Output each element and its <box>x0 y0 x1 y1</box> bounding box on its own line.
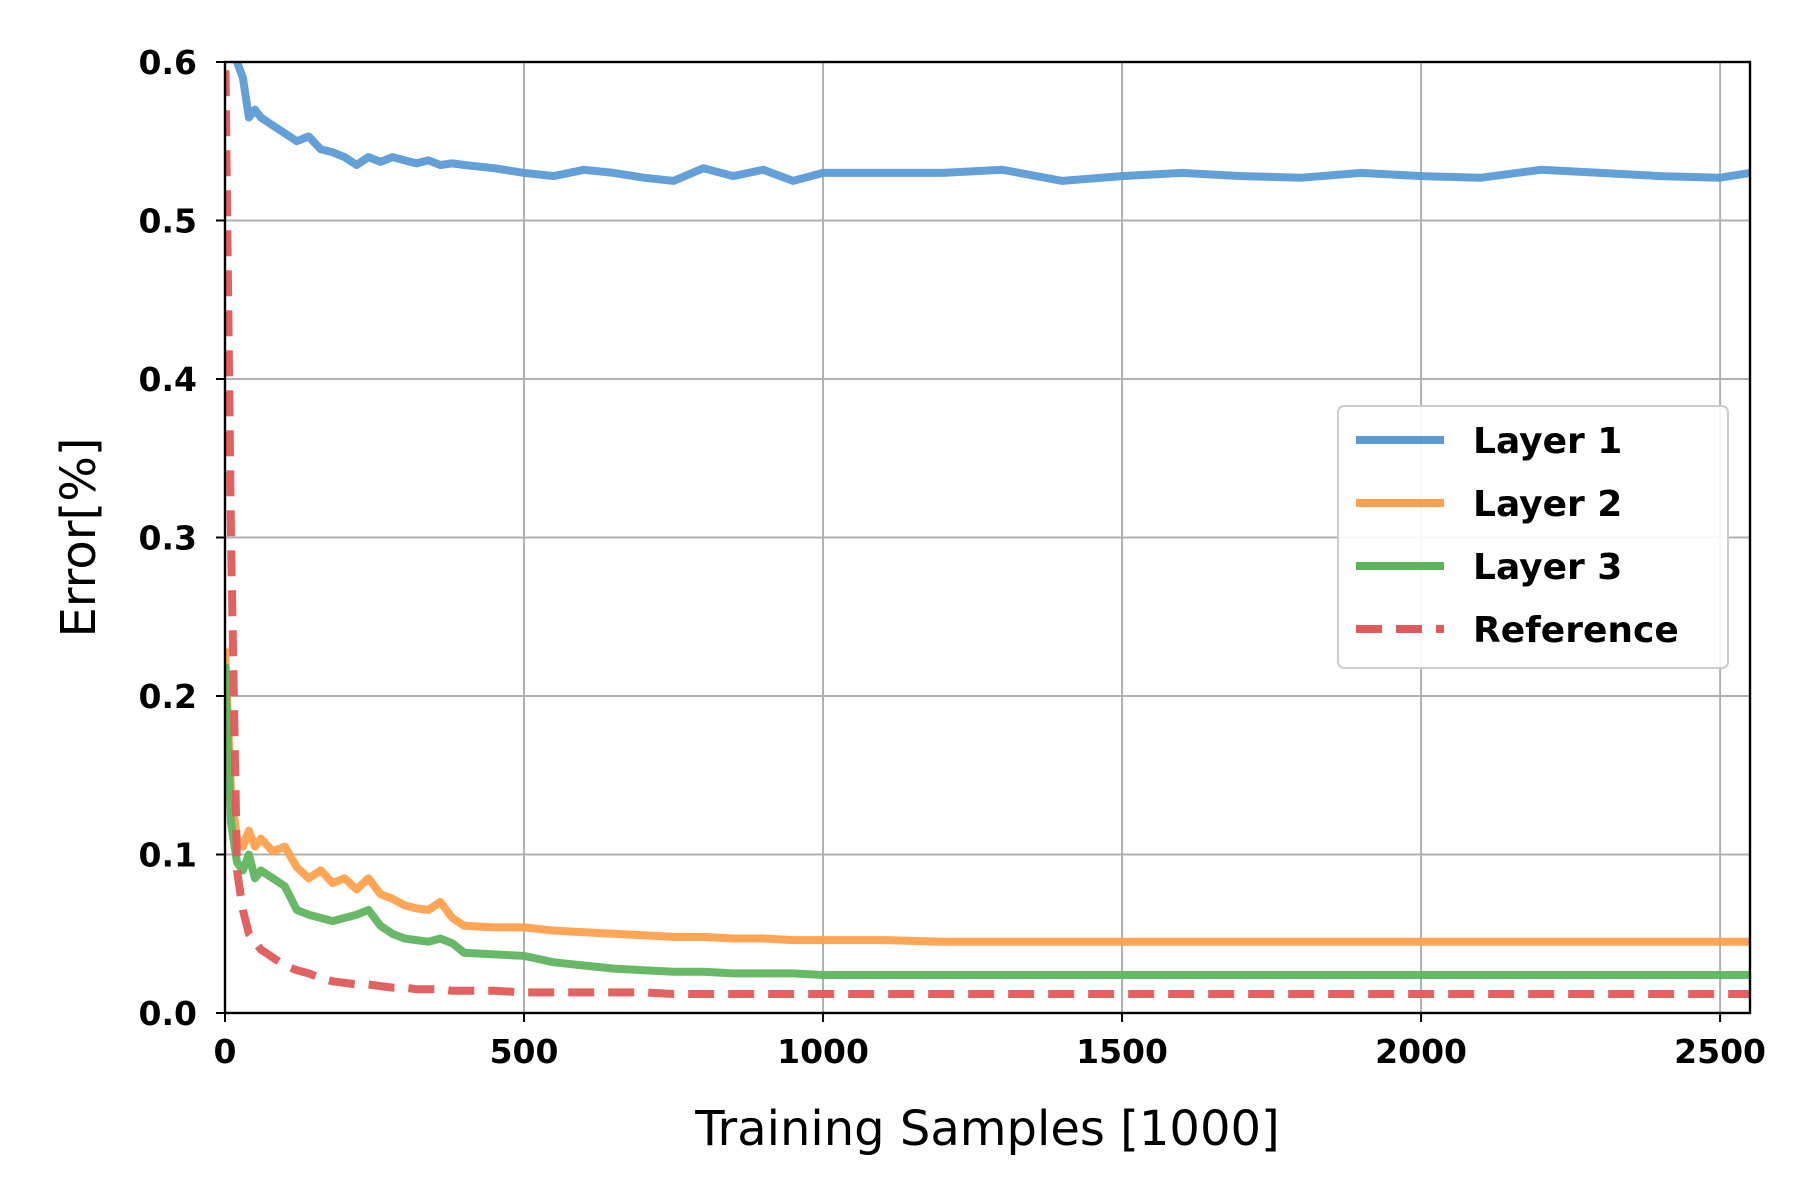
legend-label: Layer 3 <box>1473 547 1622 588</box>
legend-box <box>1337 405 1729 669</box>
y-tick-label: 0.6 <box>139 43 197 82</box>
x-tick-label: 1500 <box>1076 1032 1168 1071</box>
y-tick-label: 0.2 <box>139 677 197 716</box>
series-line-layer-3 <box>225 664 1750 979</box>
series-line-layer-1 <box>232 62 1750 185</box>
y-tick-label: 0.1 <box>139 836 197 875</box>
x-tick-label: 2500 <box>1674 1032 1766 1071</box>
series-line-layer-2 <box>225 648 1750 946</box>
x-tick-label: 0 <box>214 1032 237 1071</box>
legend: Layer 1 Layer 2 Layer 3 Reference <box>1337 405 1729 669</box>
series-line-reference <box>225 62 1750 998</box>
y-tick-label: 0.3 <box>139 519 197 558</box>
y-tick-label: 0.4 <box>139 360 197 399</box>
y-tick-label: 0.5 <box>139 202 197 241</box>
y-tick-label: 0.0 <box>139 994 197 1033</box>
legend-label: Layer 2 <box>1473 484 1622 525</box>
x-tick-label: 2000 <box>1375 1032 1467 1071</box>
x-tick-label: 500 <box>490 1032 559 1071</box>
y-axis-label: Error[%] <box>51 437 107 637</box>
x-axis-label: Training Samples [1000] <box>694 1101 1280 1157</box>
legend-label: Layer 1 <box>1473 421 1622 462</box>
x-tick-label: 1000 <box>777 1032 869 1071</box>
legend-label: Reference <box>1473 610 1679 651</box>
